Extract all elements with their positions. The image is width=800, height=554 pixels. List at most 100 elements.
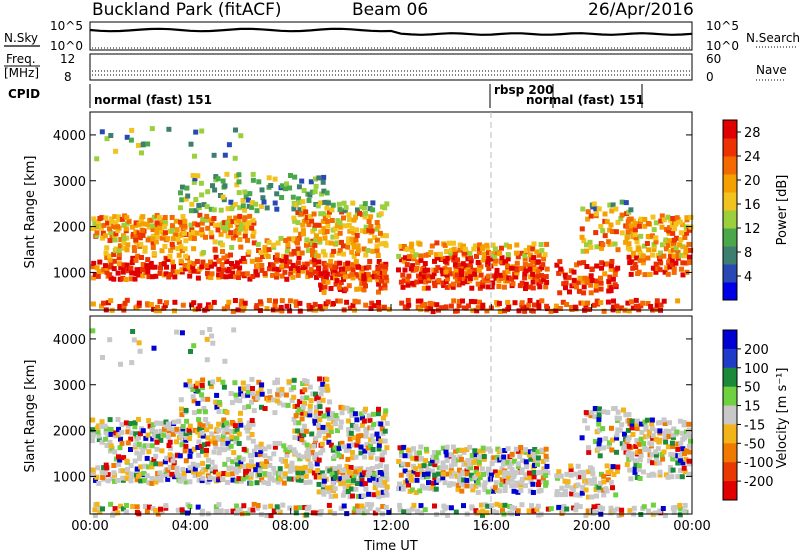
heatmap-cell [274, 504, 280, 510]
heatmap-cell [454, 308, 460, 314]
heatmap-cell [362, 454, 368, 460]
heatmap-cell [636, 246, 642, 252]
heatmap-cell [410, 248, 415, 254]
heatmap-cell [350, 275, 356, 281]
heatmap-cell [368, 214, 374, 220]
heatmap-cell [376, 300, 381, 305]
heatmap-cell [344, 405, 350, 411]
heatmap-cell [266, 239, 272, 245]
heatmap-cell [619, 441, 625, 447]
heatmap-cell [184, 185, 190, 191]
heatmap-cell [454, 272, 460, 278]
heatmap-cell [501, 284, 507, 290]
heatmap-cell [237, 205, 243, 211]
heatmap-cell [358, 450, 364, 456]
colorbar-swatch [723, 156, 737, 175]
heatmap-cell [599, 260, 605, 266]
heatmap-cell [630, 305, 636, 311]
heatmap-cell [304, 261, 310, 267]
heatmap-cell [654, 306, 660, 312]
heatmap-cell [101, 267, 107, 272]
heatmap-cell [205, 464, 211, 470]
heatmap-cell [668, 451, 674, 457]
heatmap-cell [220, 441, 225, 447]
heatmap-cell [136, 435, 141, 440]
heatmap-cell [583, 512, 589, 518]
heatmap-cell [629, 418, 635, 424]
heatmap-cell [386, 509, 392, 515]
velocity-colorbar-label: Velocity [m s⁻¹] [775, 368, 790, 469]
heatmap-cell [369, 466, 375, 471]
heatmap-cell [435, 471, 441, 477]
heatmap-cell [573, 471, 579, 477]
heatmap-cell [230, 508, 236, 514]
heatmap-cell [382, 205, 388, 211]
heatmap-cell [523, 281, 529, 287]
heatmap-cell [307, 408, 313, 414]
heatmap-cell [543, 446, 549, 452]
heatmap-cell [379, 452, 385, 458]
heatmap-cell [146, 418, 152, 424]
heatmap-cell [137, 348, 143, 354]
heatmap-cell [325, 387, 331, 393]
heatmap-cell [262, 504, 268, 510]
heatmap-cell [614, 449, 619, 455]
heatmap-cell [246, 249, 252, 255]
heatmap-cell [433, 486, 439, 492]
heatmap-cell [507, 464, 513, 470]
heatmap-cell [244, 271, 250, 277]
heatmap-cell [628, 476, 634, 482]
heatmap-cell [351, 509, 357, 515]
heatmap-cell [519, 477, 525, 482]
heatmap-cell [469, 453, 475, 458]
heatmap-cell [325, 407, 331, 413]
heatmap-cell [492, 469, 498, 475]
heatmap-cell [646, 508, 652, 514]
heatmap-cell [332, 486, 338, 492]
heatmap-cell [333, 281, 339, 287]
heatmap-cell [231, 327, 237, 333]
heatmap-cell [450, 444, 456, 450]
heatmap-cell [234, 503, 240, 509]
heatmap-cell [628, 271, 634, 277]
heatmap-cell [612, 405, 618, 411]
heatmap-cell [653, 239, 659, 245]
heatmap-cell [503, 242, 509, 248]
heatmap-cell [312, 222, 318, 228]
heatmap-cell [321, 249, 326, 255]
heatmap-cell [116, 255, 122, 261]
heatmap-cell [493, 275, 499, 281]
heatmap-cell [372, 485, 378, 491]
heatmap-cell [582, 418, 588, 424]
heatmap-cell [401, 244, 407, 249]
heatmap-cell [675, 446, 681, 452]
heatmap-cell [514, 260, 520, 266]
heatmap-cell [679, 222, 685, 228]
heatmap-cell [212, 246, 218, 252]
heatmap-cell [177, 478, 183, 484]
heatmap-cell [128, 137, 134, 143]
heatmap-cell [596, 446, 602, 451]
heatmap-cell [138, 478, 144, 484]
heatmap-cell [430, 309, 436, 315]
heatmap-cell [356, 508, 362, 514]
heatmap-cell [302, 464, 308, 470]
heatmap-cell [254, 452, 260, 458]
heatmap-cell [361, 205, 367, 211]
heatmap-cell [132, 248, 137, 253]
heatmap-cell [430, 484, 436, 490]
heatmap-cell [287, 298, 293, 304]
heatmap-cell [602, 211, 608, 217]
heatmap-cell [515, 464, 521, 469]
heatmap-cell [178, 190, 183, 196]
heatmap-cell [681, 508, 687, 514]
heatmap-cell [486, 273, 492, 279]
heatmap-cell [653, 428, 659, 434]
heatmap-cell [588, 244, 594, 250]
heatmap-cell [317, 304, 323, 310]
heatmap-cell [331, 248, 337, 254]
heatmap-cell [658, 254, 664, 260]
heatmap-cell [128, 421, 134, 426]
heatmap-cell [145, 269, 151, 275]
heatmap-cell [277, 440, 283, 446]
